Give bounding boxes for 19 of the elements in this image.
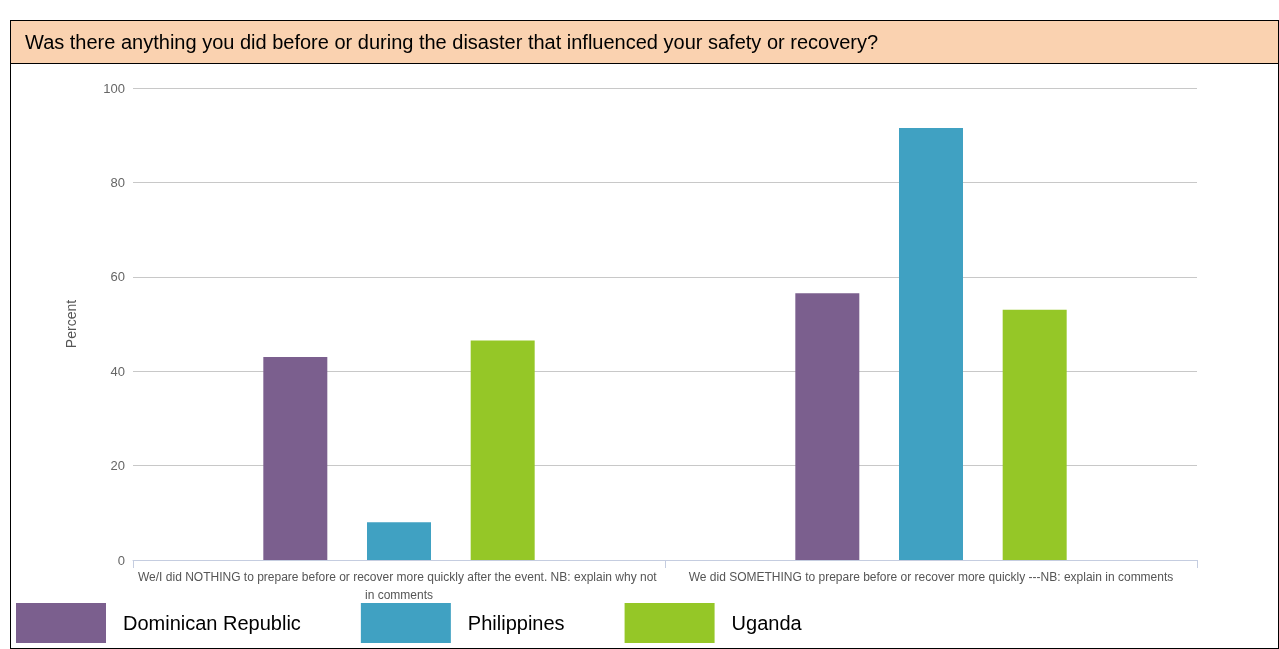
- bar: [1002, 309, 1067, 560]
- x-tick-label: We/I did NOTHING to prepare before or recover more quickly after the event. NB: explain why not in comments: [137, 570, 661, 602]
- y-tick-label: 0: [117, 552, 125, 568]
- bar: [795, 293, 860, 560]
- bar: [263, 357, 328, 560]
- y-tick-label: 100: [103, 80, 125, 96]
- bar: [367, 522, 431, 560]
- y-tick-label: 40: [110, 363, 125, 379]
- bar: [899, 128, 963, 560]
- y-tick-label: 20: [110, 458, 125, 474]
- legend-label: Dominican Republic: [123, 612, 301, 634]
- bar: [470, 340, 535, 560]
- legend-label: Uganda: [731, 612, 803, 634]
- y-axis-title: Percent: [63, 299, 79, 349]
- y-tick-label: 60: [110, 269, 125, 285]
- x-tick-label: We did SOMETHING to prepare before or recover more quickly ---NB: explain in comments: [688, 570, 1174, 584]
- chart-title: Was there anything you did before or during the disaster that influenced your safety or recovery?: [11, 21, 1278, 64]
- y-tick-label: 80: [110, 174, 125, 190]
- legend-label: Philippines: [467, 612, 565, 634]
